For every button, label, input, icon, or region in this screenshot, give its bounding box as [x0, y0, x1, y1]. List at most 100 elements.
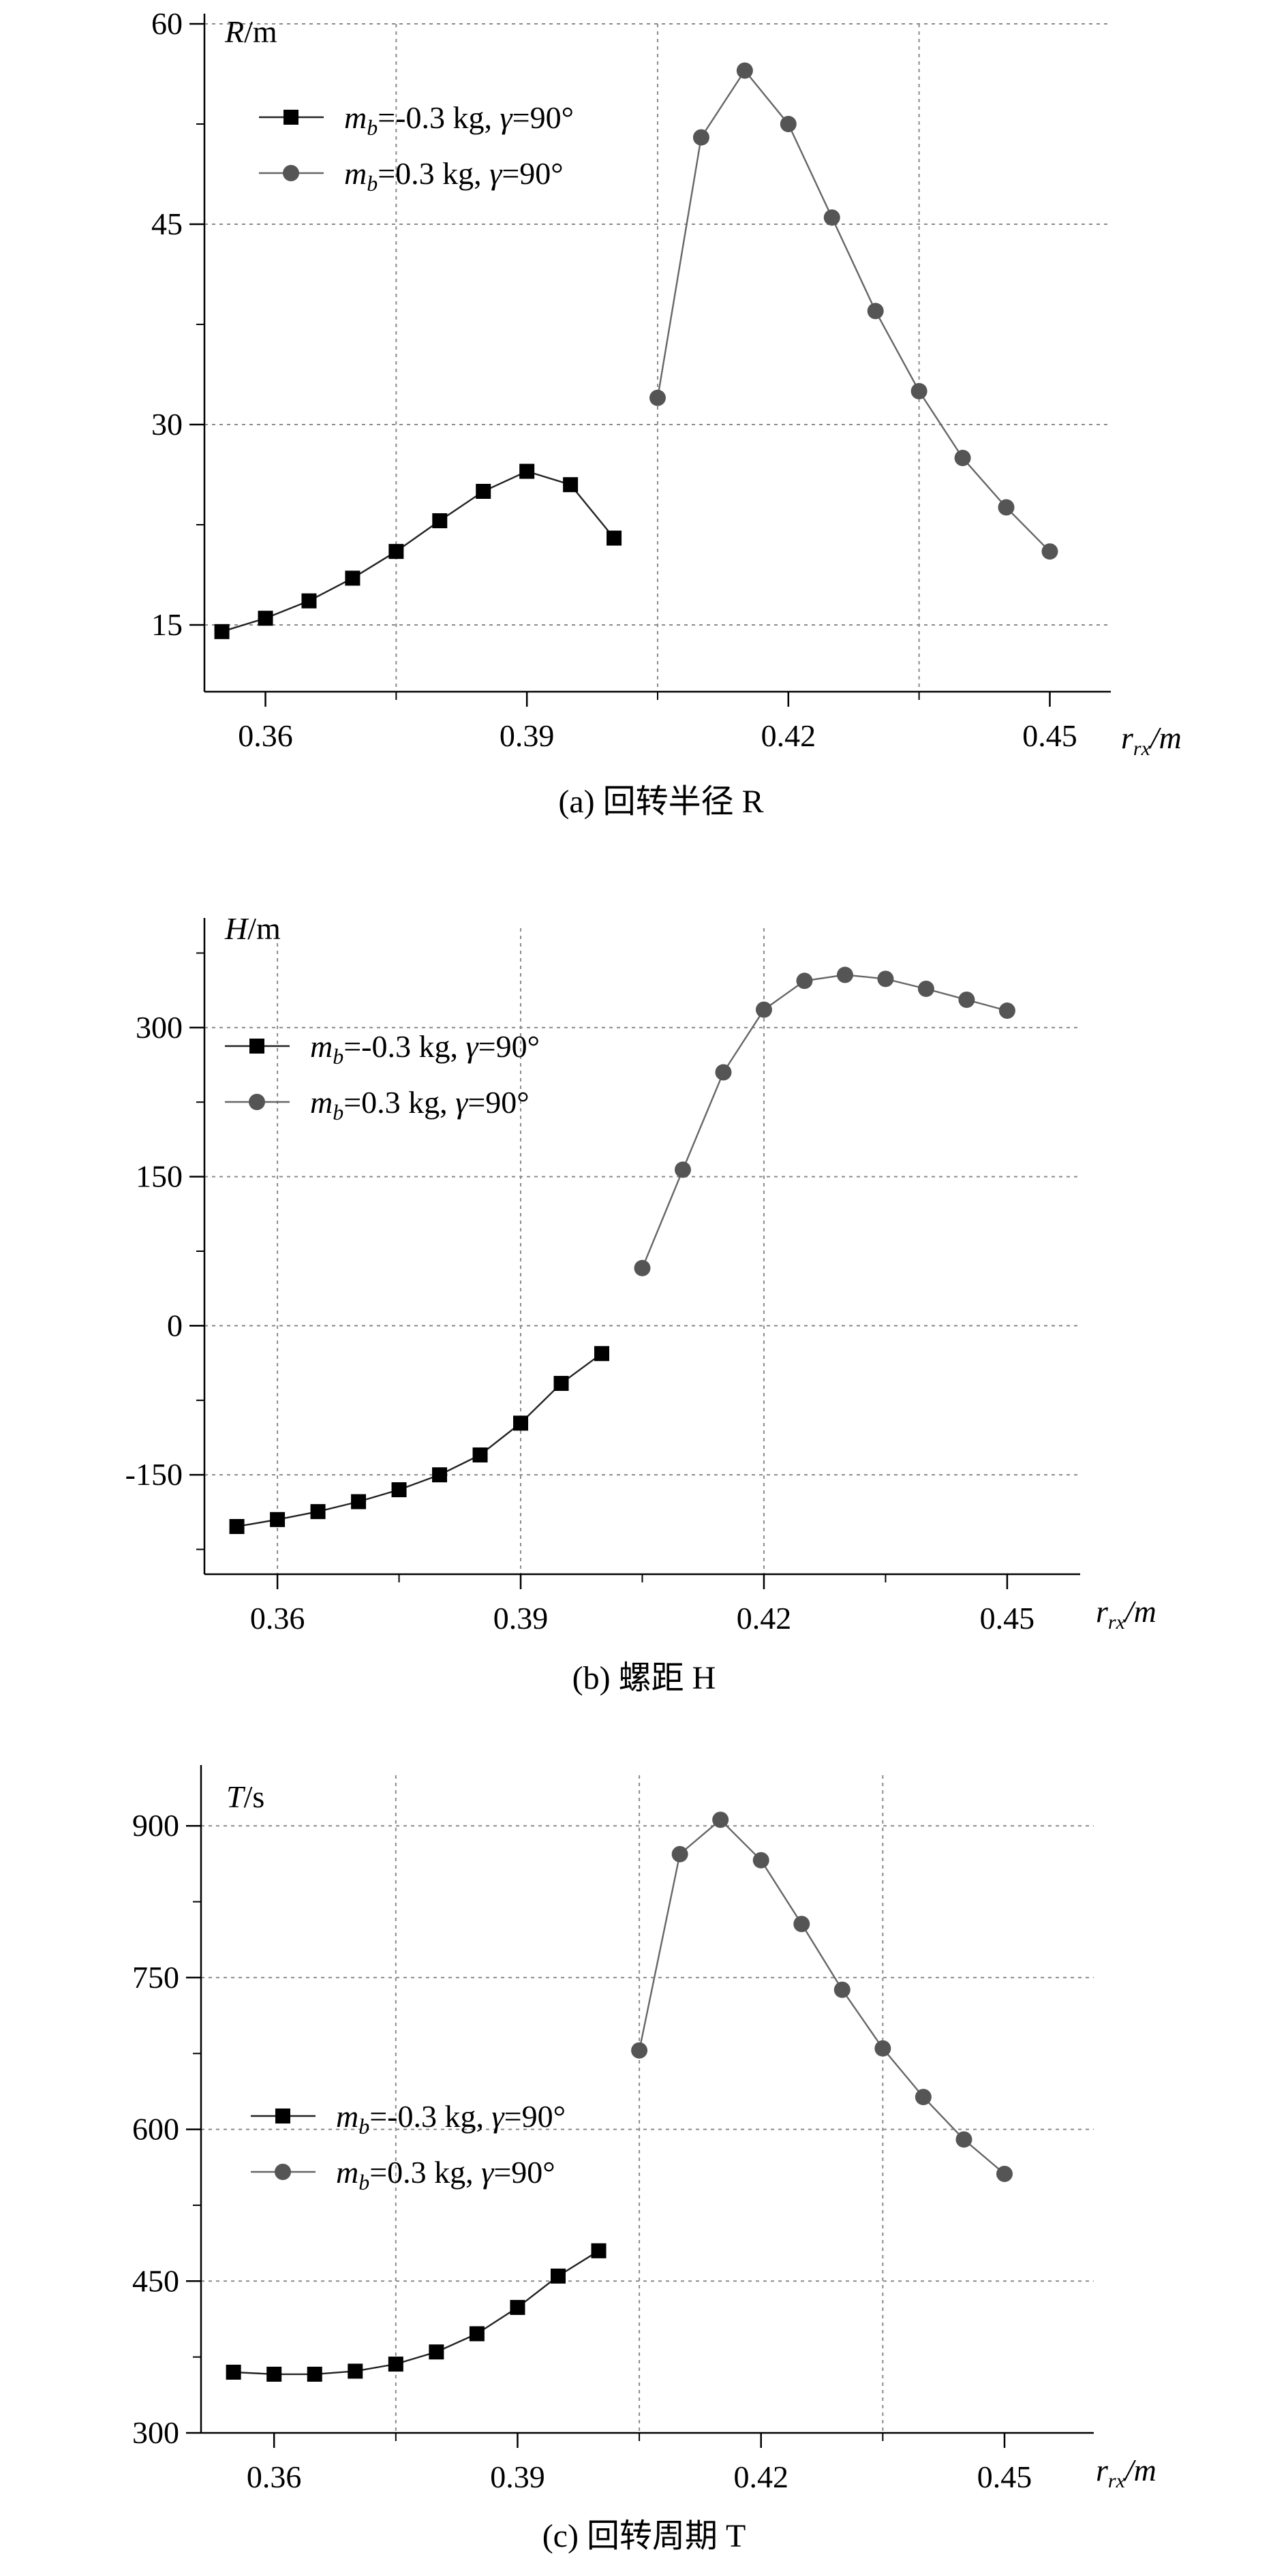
x-tick-label-b-2: 0.42 [737, 1601, 792, 1636]
x-tick-label-a-3: 0.45 [1022, 718, 1077, 753]
data-point-c-0-3 [348, 2363, 363, 2379]
data-point-c-0-0 [226, 2364, 241, 2380]
legend-label-c-0: mb=-0.3 kg, γ=90° [336, 2099, 566, 2138]
legend-marker-a-0 [283, 110, 298, 125]
legend-label-a-0: mb=-0.3 kg, γ=90° [344, 100, 574, 140]
data-point-c-1-8 [955, 2131, 972, 2148]
data-point-b-0-3 [351, 1494, 367, 1509]
y-tick-label-a-0: 15 [151, 607, 183, 642]
data-point-c-1-1 [671, 1845, 688, 1862]
chart-panel-c: 300 450 600 750 900 0.36 0.39 0.42 0.45 mb=-0.3 … [132, 1765, 1156, 2554]
data-point-b-0-5 [432, 1467, 448, 1483]
legend-marker-b-0 [249, 1039, 264, 1054]
data-point-a-0-1 [258, 611, 273, 626]
data-point-a-1-0 [649, 389, 666, 406]
data-point-c-1-0 [631, 2042, 648, 2059]
data-point-b-1-2 [715, 1064, 732, 1081]
legend-marker-c-1 [275, 2164, 291, 2180]
data-point-b-0-7 [513, 1415, 529, 1431]
data-point-b-0-9 [594, 1346, 610, 1362]
x-tick-label-c-1: 0.39 [490, 2459, 545, 2494]
legend-marker-a-1 [283, 165, 299, 181]
data-point-a-0-5 [432, 513, 448, 529]
data-point-c-1-3 [752, 1852, 769, 1869]
data-point-c-1-6 [874, 2040, 891, 2057]
y-axis-label-c: T/s [226, 1779, 264, 1814]
data-point-a-0-0 [214, 624, 230, 639]
data-point-a-1-1 [692, 129, 709, 146]
x-tick-label-a-1: 0.39 [500, 718, 555, 753]
legend-b: mb=-0.3 kg, γ=90° mb=0.3 kg, γ=90° [225, 1029, 540, 1124]
y-tick-label-c-1: 450 [132, 2263, 179, 2298]
data-point-b-1-5 [836, 966, 853, 983]
data-point-c-0-9 [591, 2243, 607, 2258]
data-point-c-0-7 [510, 2299, 525, 2315]
data-point-a-0-8 [563, 477, 579, 493]
data-point-b-1-7 [917, 980, 934, 997]
series-line-c-1 [638, 1818, 1005, 2175]
y-tick-label-c-2: 600 [132, 2112, 179, 2147]
data-point-a-0-9 [607, 530, 622, 546]
legend-a: mb=-0.3 kg, γ=90° mb=0.3 kg, γ=90° [259, 100, 574, 196]
data-point-b-1-6 [877, 970, 894, 987]
data-point-c-0-8 [551, 2268, 566, 2284]
chart-panel-b: -150 0 150 300 0.36 0.39 0.42 0.45 mb=-0.3 kg, … [125, 911, 1156, 1696]
series-line-b-1 [641, 974, 1008, 1269]
caption-b: (b) 螺距 H [572, 1660, 716, 1696]
data-point-b-0-6 [472, 1447, 488, 1462]
y-tick-label-c-4: 900 [132, 1808, 179, 1843]
y-tick-label-a-3: 60 [151, 6, 183, 41]
legend-marker-c-0 [275, 2109, 290, 2123]
data-point-a-1-8 [998, 499, 1015, 516]
legend-label-c-1: mb=0.3 kg, γ=90° [336, 2155, 555, 2194]
y-axis-label-b: H/m [224, 911, 281, 946]
legend-label-b-1: mb=0.3 kg, γ=90° [310, 1085, 530, 1124]
y-tick-label-b-1: 0 [167, 1308, 183, 1343]
data-point-c-0-2 [307, 2366, 322, 2382]
x-axis-label-a: rrx/m [1121, 720, 1182, 760]
series-line-b-0 [236, 1353, 602, 1528]
y-tick-label-b-3: 300 [136, 1010, 183, 1045]
y-tick-label-b-0: -150 [125, 1457, 183, 1492]
data-point-a-1-9 [1041, 543, 1058, 560]
legend-label-b-0: mb=-0.3 kg, γ=90° [310, 1029, 540, 1069]
legend-marker-b-1 [249, 1094, 265, 1110]
data-point-a-0-2 [301, 593, 317, 609]
data-point-a-0-4 [388, 544, 404, 559]
x-tick-label-b-0: 0.36 [250, 1601, 305, 1636]
caption-a: (a) 回转半径 R [558, 784, 763, 820]
data-point-b-0-2 [310, 1504, 326, 1520]
data-point-a-1-3 [780, 116, 797, 132]
x-tick-label-c-0: 0.36 [247, 2459, 302, 2494]
data-point-b-1-8 [958, 992, 975, 1009]
data-point-c-0-6 [469, 2326, 485, 2342]
data-point-b-0-0 [229, 1518, 245, 1534]
y-tick-label-a-1: 30 [151, 407, 183, 442]
data-point-b-1-0 [634, 1259, 651, 1276]
y-tick-label-c-3: 750 [132, 1960, 179, 1995]
data-point-c-0-5 [429, 2344, 444, 2360]
legend-label-a-1: mb=0.3 kg, γ=90° [344, 156, 564, 196]
data-point-a-0-6 [476, 484, 491, 499]
y-tick-label-b-2: 150 [136, 1159, 183, 1194]
data-point-a-0-7 [519, 463, 535, 479]
series-line-a-0 [221, 470, 615, 632]
x-tick-label-a-2: 0.42 [761, 718, 816, 753]
caption-c: (c) 回转周期 T [542, 2518, 746, 2554]
data-point-b-0-8 [553, 1375, 569, 1391]
data-point-c-1-5 [833, 1981, 850, 1998]
data-point-a-0-3 [345, 570, 361, 586]
data-point-a-1-5 [867, 303, 884, 320]
series-line-a-1 [656, 69, 1051, 553]
data-point-c-1-7 [915, 2089, 932, 2106]
x-tick-label-c-2: 0.42 [733, 2459, 788, 2494]
chart-panel-a: 15 30 45 60 0.36 0.39 0.42 0.45 mb=-0.3 kg, γ=9… [151, 6, 1182, 820]
data-point-b-1-4 [796, 972, 813, 990]
x-tick-label-c-3: 0.45 [977, 2459, 1032, 2494]
x-axis-label-c: rrx/m [1096, 2453, 1156, 2492]
data-point-a-1-2 [736, 62, 753, 79]
data-point-b-0-1 [270, 1512, 286, 1527]
x-tick-label-a-0: 0.36 [238, 718, 293, 753]
legend-c: mb=-0.3 kg, γ=90° mb=0.3 kg, γ=90° [251, 2099, 566, 2194]
data-point-c-1-2 [712, 1811, 729, 1828]
